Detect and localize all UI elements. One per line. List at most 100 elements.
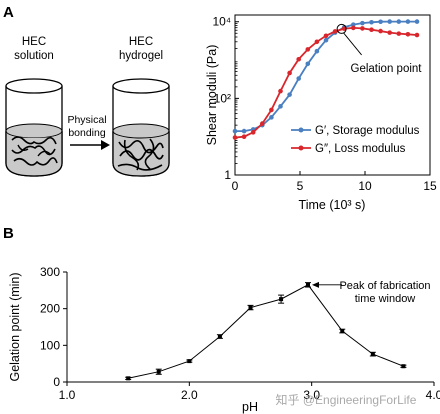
storage-modulus-point bbox=[323, 37, 329, 43]
storage-modulus-point bbox=[414, 19, 420, 24]
rheology-x-axis-label: Time (10³ s) bbox=[299, 198, 366, 212]
ph-y-tick-label: 100 bbox=[40, 338, 60, 352]
rheology-y-tick-label: 10⁴ bbox=[212, 15, 231, 29]
data-point bbox=[126, 376, 131, 381]
gelation-point-leader bbox=[343, 32, 362, 56]
storage-modulus-point bbox=[305, 61, 311, 67]
storage-modulus-point bbox=[269, 115, 274, 120]
loss-modulus-point bbox=[232, 135, 238, 140]
data-point bbox=[401, 364, 406, 369]
rheology-legend: G′, Storage modulus G″, Loss modulus bbox=[291, 125, 420, 155]
rheology-x-tick-label: 15 bbox=[423, 179, 437, 193]
rheology-x-tick-label: 10 bbox=[358, 179, 372, 193]
storage-modulus-point bbox=[387, 19, 393, 24]
rheology-x-tick-label: 0 bbox=[232, 179, 239, 193]
loss-modulus-point bbox=[405, 32, 411, 37]
storage-modulus-point bbox=[287, 92, 292, 97]
ph-axis-ticks: 1.0 2.0 3.0 4.0 0 100 200 300 bbox=[40, 265, 440, 402]
loss-modulus-point bbox=[323, 33, 329, 39]
peak-arrow-icon bbox=[311, 281, 319, 288]
loss-modulus-point bbox=[369, 27, 374, 33]
data-point bbox=[370, 352, 375, 357]
loss-modulus-point bbox=[250, 130, 256, 135]
arrow-right-icon bbox=[70, 140, 110, 150]
storage-modulus-point bbox=[369, 19, 374, 25]
loss-modulus-point bbox=[396, 31, 402, 36]
data-point bbox=[279, 297, 284, 302]
rheology-y-tick-label: 1 bbox=[224, 168, 231, 182]
storage-modulus-point bbox=[296, 76, 302, 81]
loss-modulus-line bbox=[234, 26, 418, 139]
loss-modulus-point bbox=[287, 70, 292, 76]
data-point bbox=[340, 329, 345, 334]
loss-modulus-point bbox=[241, 134, 247, 139]
loss-modulus-point bbox=[314, 39, 320, 45]
gelation-point-label: Gelation point bbox=[351, 63, 423, 75]
gelation-point-annotation: Gelation point bbox=[336, 23, 423, 75]
loss-modulus-point bbox=[332, 29, 338, 34]
peak-label-line2: time window bbox=[355, 293, 416, 305]
loss-modulus-point bbox=[341, 26, 347, 31]
data-point bbox=[217, 334, 222, 339]
ph-series bbox=[125, 282, 407, 381]
loss-modulus-point bbox=[414, 32, 420, 38]
gelation-ph-line bbox=[128, 284, 404, 379]
loss-modulus-point bbox=[269, 107, 274, 113]
loss-modulus-point bbox=[378, 28, 383, 34]
physical-bonding-label-line1: Physical bbox=[67, 114, 106, 126]
gelation-ph-chart: 1.0 2.0 3.0 4.0 0 100 200 300 pH Gelation point… bbox=[8, 265, 440, 414]
data-point bbox=[305, 282, 310, 287]
legend-storage-marker bbox=[298, 127, 304, 133]
loss-modulus-point bbox=[260, 121, 265, 126]
storage-modulus-point bbox=[396, 19, 402, 24]
hec-hydrogel-label-line1: HEC bbox=[129, 36, 153, 48]
legend-loss-marker bbox=[298, 145, 304, 151]
data-point bbox=[187, 359, 192, 364]
ph-y-tick-label: 0 bbox=[53, 375, 60, 389]
loss-modulus-point bbox=[351, 25, 356, 31]
hec-solution-label-line1: HEC bbox=[22, 36, 46, 48]
storage-modulus-point bbox=[360, 20, 365, 26]
rheology-series bbox=[232, 19, 420, 140]
loss-modulus-point bbox=[296, 56, 302, 62]
data-point bbox=[156, 369, 161, 374]
loss-modulus-point bbox=[278, 88, 283, 94]
ph-x-tick-label: 3.0 bbox=[303, 388, 320, 402]
rheology-y-tick-label: 10² bbox=[214, 91, 231, 105]
ph-x-tick-label: 2.0 bbox=[181, 388, 198, 402]
ph-y-tick-label: 300 bbox=[40, 265, 60, 279]
rheology-x-tick-label: 5 bbox=[297, 179, 304, 193]
ph-y-tick-label: 200 bbox=[40, 302, 60, 316]
rheology-plot-frame bbox=[234, 14, 431, 176]
solution-beaker-icon bbox=[5, 78, 63, 177]
ph-x-tick-label: 4.0 bbox=[426, 388, 440, 402]
storage-modulus-point bbox=[241, 128, 247, 134]
storage-modulus-point bbox=[351, 22, 356, 27]
loss-modulus-point bbox=[360, 26, 365, 31]
rheology-y-axis-label: Shear moduli (Pa) bbox=[205, 45, 219, 146]
gelation-point-marker bbox=[336, 23, 347, 34]
legend-storage-label: G′, Storage modulus bbox=[315, 125, 420, 137]
physical-bonding-label-line2: bonding bbox=[68, 127, 106, 139]
rheology-chart: 0 5 10 15 1 10² 10⁴ Time (10³ s) Shear moduli … bbox=[205, 14, 437, 212]
panel-a-letter: A bbox=[3, 4, 14, 21]
loss-modulus-point bbox=[387, 30, 393, 35]
hec-solution-label-line2: solution bbox=[14, 50, 54, 62]
ph-x-axis-label: pH bbox=[242, 400, 258, 414]
loss-modulus-point bbox=[305, 47, 311, 52]
storage-modulus-point bbox=[232, 128, 238, 134]
ph-x-tick-label: 1.0 bbox=[59, 388, 76, 402]
peak-label-line1: Peak of fabrication bbox=[339, 280, 430, 292]
legend-loss-label: G″, Loss modulus bbox=[315, 143, 406, 155]
watermark: 知乎 @EngineeringForLife bbox=[276, 393, 417, 407]
peak-annotation: Peak of fabrication time window bbox=[311, 280, 431, 305]
storage-modulus-point bbox=[405, 19, 411, 24]
storage-modulus-point bbox=[278, 104, 283, 109]
hec-hydrogel-label-line2: hydrogel bbox=[119, 50, 163, 62]
storage-modulus-point bbox=[314, 48, 320, 54]
panel-b-letter: B bbox=[3, 225, 14, 242]
schematic: HEC solution HEC hydrogel Physical bondi… bbox=[5, 36, 170, 177]
hydrogel-beaker-icon bbox=[112, 78, 170, 177]
